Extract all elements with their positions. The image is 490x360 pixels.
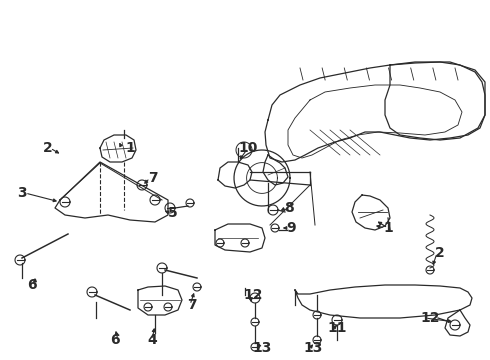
Text: 12: 12	[420, 311, 440, 325]
Text: 2: 2	[435, 246, 445, 260]
Text: 11: 11	[327, 321, 347, 335]
Text: 8: 8	[284, 201, 294, 215]
Text: 5: 5	[168, 206, 178, 220]
Text: 13: 13	[252, 341, 271, 355]
Text: 6: 6	[27, 278, 37, 292]
Text: 7: 7	[148, 171, 158, 185]
Text: 10: 10	[238, 141, 258, 155]
Text: 9: 9	[286, 221, 296, 235]
Text: 3: 3	[17, 186, 27, 200]
Text: 12: 12	[243, 288, 263, 302]
Text: 2: 2	[43, 141, 53, 155]
Text: 1: 1	[125, 141, 135, 155]
Text: 4: 4	[147, 333, 157, 347]
Text: 13: 13	[303, 341, 323, 355]
Text: 7: 7	[187, 298, 197, 312]
Text: 6: 6	[110, 333, 120, 347]
Text: 1: 1	[383, 221, 393, 235]
